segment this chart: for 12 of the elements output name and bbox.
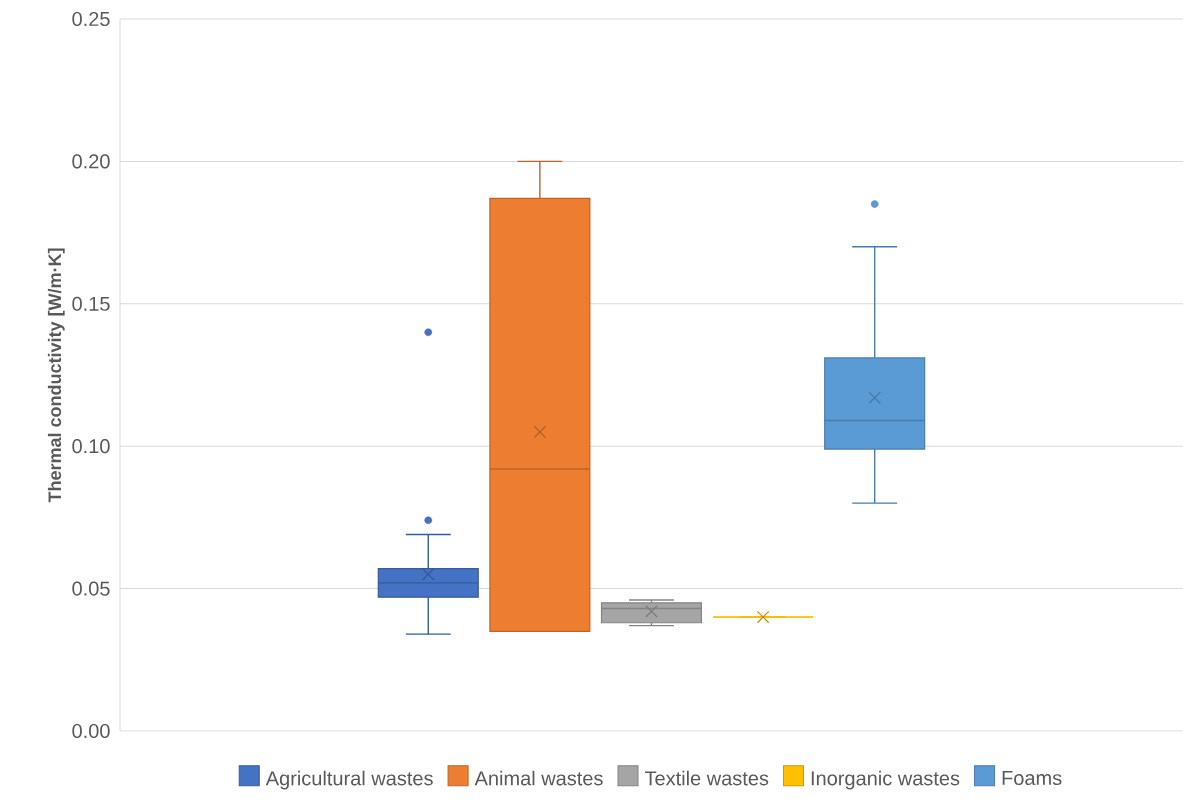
legend-label: Textile wastes [644, 770, 769, 786]
legend-label: Inorganic wastes [811, 770, 960, 790]
legend-label: Foams [1002, 771, 1062, 786]
legend-label: Agricultural wastes [265, 770, 433, 790]
y-tick-label: 0.20 [72, 154, 110, 169]
y-axis-title: Thermal conductivity [W/m·K] [47, 248, 65, 503]
y-tick-label: 0.15 [72, 296, 110, 311]
y-tick-label: 0.00 [72, 723, 110, 739]
y-tick-label: 0.05 [72, 581, 110, 596]
y-tick-label: 0.10 [72, 439, 110, 454]
legend-label: Animal wastes [474, 770, 603, 786]
y-tick-label: 0.25 [72, 11, 110, 27]
